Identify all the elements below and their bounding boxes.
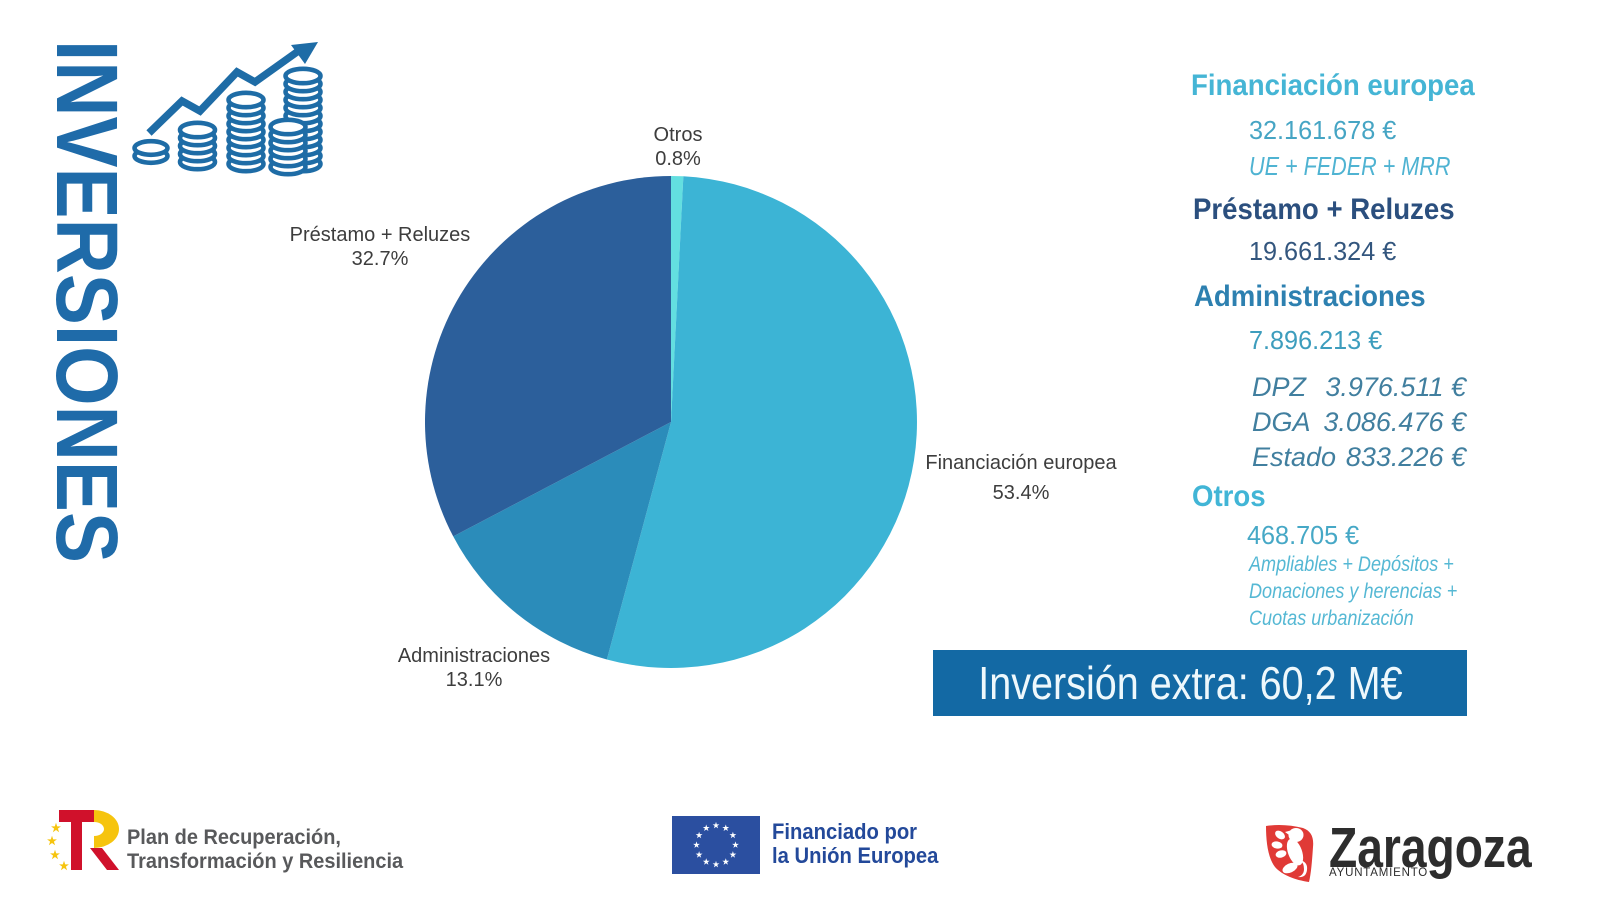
svg-text:INVERSIONES: INVERSIONES [38, 40, 135, 563]
